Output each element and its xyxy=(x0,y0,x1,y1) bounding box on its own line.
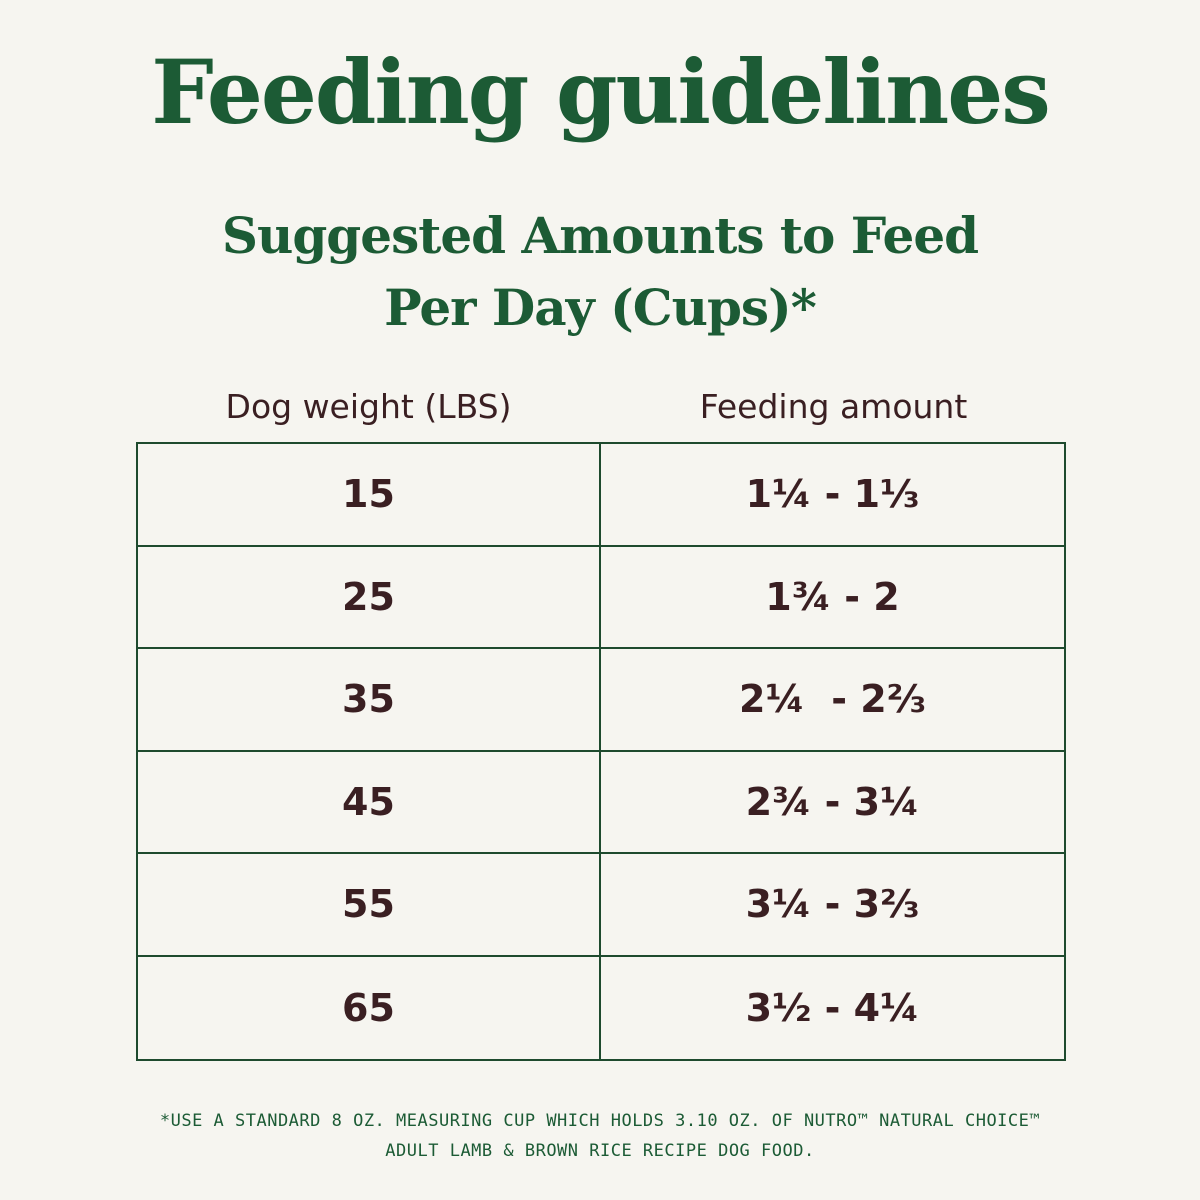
amount-cell: 2¼ - 2⅔ xyxy=(738,677,926,722)
feeding-table: 15 1¼ - 1⅓ 25 1¾ - 2 35 2¼ - 2⅔ 45 2¾ - … xyxy=(136,442,1066,1061)
weight-cell: 65 xyxy=(138,956,601,1059)
amount-cell: 1¼ - 1⅓ xyxy=(745,472,920,517)
column-header-feeding-amount: Feeding amount xyxy=(699,387,968,426)
subtitle-line-1: Suggested Amounts to Feed xyxy=(221,206,979,265)
subtitle: Suggested Amounts to Feed Per Day (Cups)… xyxy=(0,200,1200,344)
table-row: 35 2¼ - 2⅔ xyxy=(138,649,1064,752)
table-column-headers: Dog weight (LBS) Feeding amount xyxy=(136,384,1066,430)
footnote-line-1: *USE A STANDARD 8 OZ. MEASURING CUP WHIC… xyxy=(159,1111,1041,1131)
amount-cell: 2¾ - 3¼ xyxy=(745,779,920,824)
footnote: *USE A STANDARD 8 OZ. MEASURING CUP WHIC… xyxy=(0,1106,1200,1166)
weight-cell: 45 xyxy=(138,751,601,852)
table-row: 45 2¾ - 3¼ xyxy=(138,751,1064,854)
amount-cell: 3½ - 4¼ xyxy=(745,985,920,1030)
amount-cell: 1¾ - 2 xyxy=(765,574,900,619)
column-header-dog-weight: Dog weight (LBS) xyxy=(225,387,512,426)
table-row: 65 3½ - 4¼ xyxy=(138,956,1064,1059)
weight-cell: 35 xyxy=(138,649,601,750)
subtitle-line-2: Per Day (Cups)* xyxy=(384,278,817,337)
page-title: Feeding guidelines xyxy=(151,40,1051,144)
footnote-line-2: ADULT LAMB & BROWN RICE RECIPE DOG FOOD. xyxy=(385,1141,815,1161)
weight-cell: 55 xyxy=(138,854,601,955)
weight-cell: 15 xyxy=(138,444,601,545)
amount-cell: 3¼ - 3⅔ xyxy=(745,882,920,927)
table-row: 55 3¼ - 3⅔ xyxy=(138,854,1064,957)
table-row: 15 1¼ - 1⅓ xyxy=(138,444,1064,547)
weight-cell: 25 xyxy=(138,546,601,647)
table-row: 25 1¾ - 2 xyxy=(138,546,1064,649)
